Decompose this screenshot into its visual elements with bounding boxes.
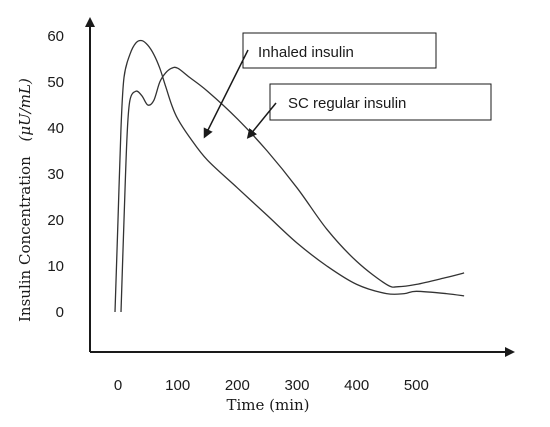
series-lines <box>114 39 465 313</box>
y-tick-label: 20 <box>47 212 64 229</box>
y-axis-title-text: Insulin Concentration <box>16 156 34 322</box>
x-axis-title: Time (min) <box>226 396 309 414</box>
callout-inhaled-arrow <box>203 49 249 139</box>
callout-inhaled-label: Inhaled insulin <box>258 44 354 61</box>
y-tick-label: 40 <box>47 120 64 137</box>
callout-sc-label: SC regular insulin <box>288 95 406 112</box>
x-tick-label: 0 <box>114 377 122 394</box>
callout-sc-box <box>269 83 492 121</box>
x-tick-label: 100 <box>165 377 190 394</box>
series-line-inhaled-insulin <box>114 39 465 313</box>
y-axis-unit: (μU/mL) <box>16 78 34 141</box>
y-tick-label: 30 <box>47 166 64 183</box>
y-tick-label: 60 <box>47 28 64 45</box>
callout-sc: SC regular insulin <box>246 83 492 139</box>
x-tick-label: 400 <box>344 377 369 394</box>
y-tick-label: 50 <box>47 74 64 91</box>
callout-sc-arrow <box>246 102 277 139</box>
y-tick-labels: 0 10 20 30 40 50 60 <box>47 28 64 321</box>
x-tick-label: 200 <box>225 377 250 394</box>
x-tick-labels: 0 100 200 300 400 500 <box>114 377 429 394</box>
x-tick-label: 300 <box>284 377 309 394</box>
y-tick-label: 10 <box>47 258 64 275</box>
x-tick-label: 500 <box>404 377 429 394</box>
callout-inhaled-box <box>242 32 437 69</box>
y-axis-title: Insulin Concentration (μU/mL) <box>16 78 34 322</box>
callout-inhaled: Inhaled insulin <box>203 32 437 139</box>
series-line-sc-regular-insulin <box>120 66 465 313</box>
y-tick-label: 0 <box>56 304 64 321</box>
